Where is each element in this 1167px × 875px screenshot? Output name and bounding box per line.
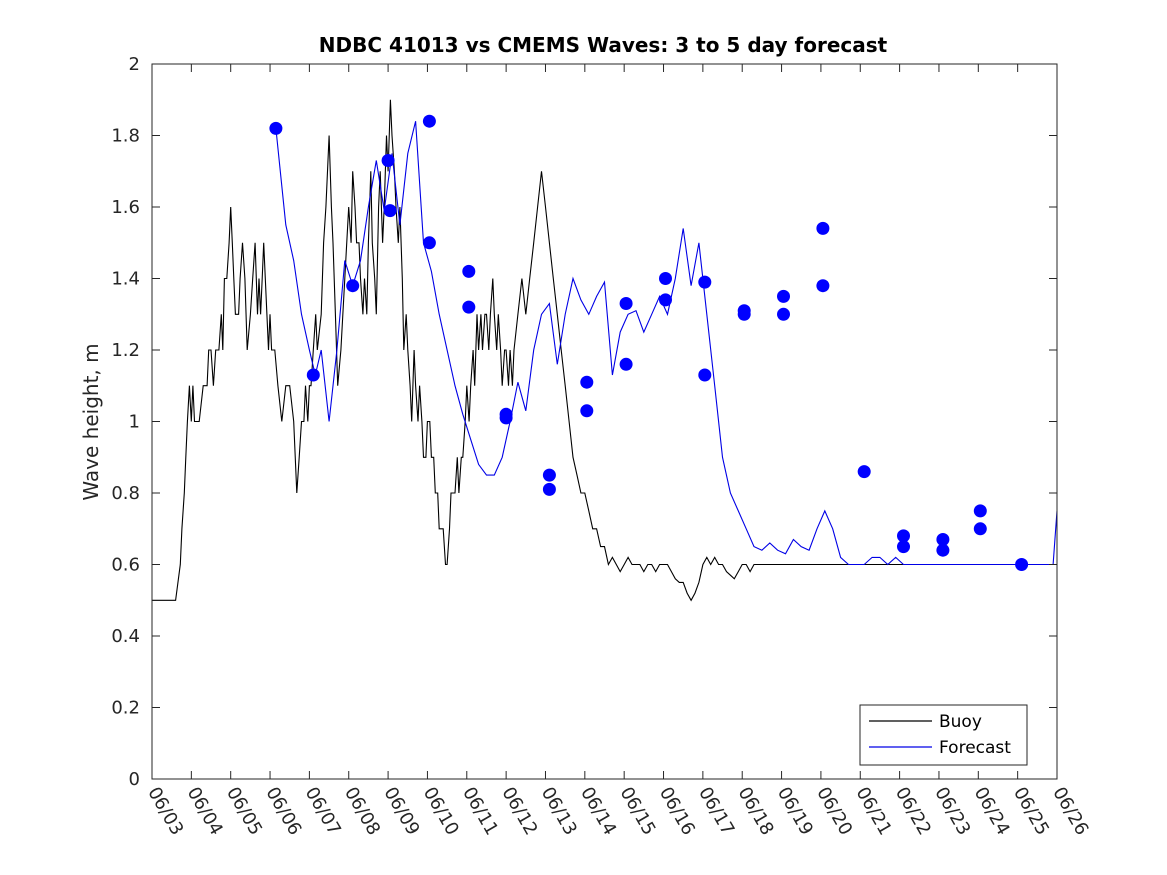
x-tick-label: 06/19 — [773, 784, 817, 839]
x-tick-label: 06/13 — [537, 784, 581, 839]
forecast-marker-10 — [499, 411, 513, 425]
y-tick-label: 2 — [129, 54, 140, 75]
forecast-marker-30 — [936, 533, 950, 546]
y-tick-label: 0.2 — [111, 698, 140, 719]
forecast-marker-14 — [580, 404, 594, 418]
chart-title: NDBC 41013 vs CMEMS Waves: 3 to 5 day fo… — [319, 33, 888, 57]
forecast-marker-31 — [936, 543, 950, 557]
legend-buoy-label: Buoy — [939, 712, 982, 732]
y-tick-label: 0 — [129, 769, 140, 790]
forecast-marker-22 — [737, 307, 751, 321]
x-tick-label: 06/10 — [419, 784, 463, 839]
x-tick-label: 06/11 — [458, 784, 502, 839]
x-tick-label: 06/20 — [812, 784, 856, 839]
x-tick-label: 06/14 — [576, 784, 620, 839]
forecast-series-line-0 — [275, 121, 1058, 566]
forecast-marker-2 — [346, 279, 360, 293]
y-tick-label: 1.6 — [111, 197, 140, 218]
forecast-marker-16 — [619, 357, 633, 371]
legend-box — [859, 704, 1028, 766]
forecast-marker-32 — [973, 504, 987, 518]
forecast-marker-28 — [897, 529, 910, 543]
y-axis-label: Wave height, m — [79, 343, 103, 500]
x-tick-label: 06/12 — [497, 784, 541, 839]
y-tick-label: 1.2 — [111, 340, 140, 361]
forecast-marker-20 — [698, 368, 712, 382]
forecast-marker-1 — [306, 368, 320, 382]
forecast-marker-6 — [422, 236, 436, 250]
forecast-marker-7 — [462, 264, 476, 278]
forecast-marker-34 — [1015, 558, 1029, 571]
x-tick-label: 06/21 — [852, 784, 896, 839]
x-tick-label: 06/08 — [340, 784, 384, 839]
plot-background — [152, 64, 1057, 779]
x-tick-label: 06/17 — [694, 784, 738, 839]
y-tick-label: 0.4 — [111, 626, 140, 647]
forecast-marker-0 — [269, 121, 283, 135]
x-tick-label: 06/26 — [1048, 784, 1092, 839]
forecast-marker-29 — [897, 540, 910, 554]
x-tick-label: 06/25 — [1009, 784, 1053, 839]
y-tick-label: 1 — [129, 412, 140, 433]
x-tick-label: 06/06 — [261, 784, 305, 839]
forecast-marker-19 — [698, 275, 712, 289]
forecast-marker-26 — [816, 279, 830, 293]
x-tick-label: 06/18 — [734, 784, 778, 839]
y-axis-ticks: 0 0.2 0.4 0.6 0.8 1 1.2 1.4 1.6 1.8 2 — [111, 54, 1057, 790]
forecast-marker-15 — [619, 297, 633, 310]
x-tick-label: 06/04 — [183, 784, 227, 839]
forecast-marker-33 — [973, 522, 987, 536]
plot-area — [151, 63, 1058, 780]
forecast-marker-23 — [777, 289, 790, 303]
forecast-marker-24 — [777, 307, 790, 321]
legend: Buoy Forecast — [859, 704, 1028, 766]
x-tick-label: 06/07 — [301, 784, 345, 839]
x-tick-label: 06/15 — [616, 784, 660, 839]
forecast-marker-3 — [381, 154, 395, 167]
y-tick-label: 0.6 — [111, 555, 140, 576]
forecast-marker-25 — [816, 221, 830, 235]
forecast-marker-11 — [542, 468, 556, 482]
forecast-marker-8 — [462, 300, 476, 314]
y-tick-label: 1.8 — [111, 126, 140, 147]
x-tick-label: 06/09 — [379, 784, 423, 839]
y-tick-label: 0.8 — [111, 483, 140, 504]
forecast-marker-5 — [422, 114, 436, 128]
legend-forecast-label: Forecast — [939, 738, 1011, 758]
forecast-marker-17 — [659, 272, 672, 285]
forecast-marker-12 — [542, 482, 556, 496]
x-tick-label: 06/05 — [222, 784, 266, 839]
forecast-marker-4 — [383, 204, 397, 218]
forecast-marker-27 — [857, 465, 871, 479]
x-tick-label: 06/23 — [930, 784, 974, 839]
x-tick-label: 06/24 — [970, 784, 1014, 839]
y-tick-label: 1.4 — [111, 269, 140, 290]
forecast-marker-13 — [580, 375, 594, 389]
x-tick-label: 06/22 — [891, 784, 935, 839]
forecast-marker-18 — [659, 293, 672, 307]
x-tick-label: 06/16 — [655, 784, 699, 839]
x-tick-label: 06/03 — [143, 784, 187, 839]
